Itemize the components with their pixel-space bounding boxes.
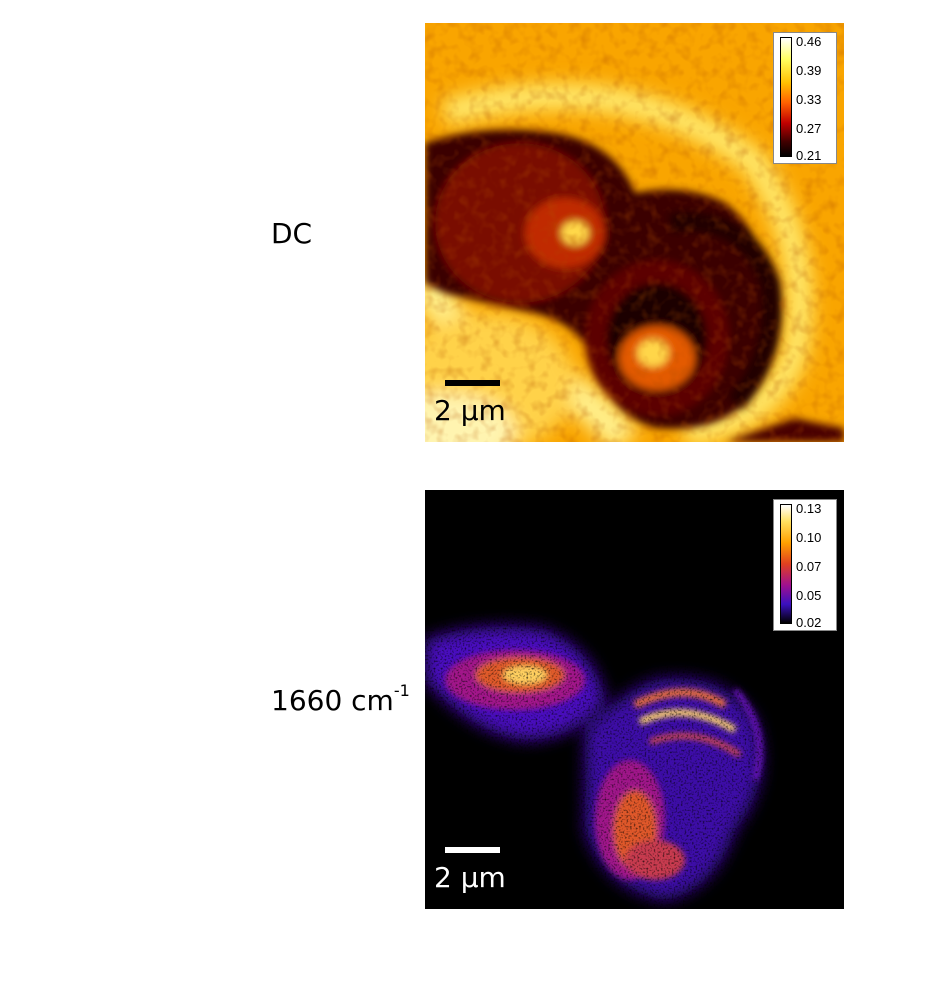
raman-scale-label: 2 µm — [434, 861, 506, 894]
dc-colorbar-tick: 0.33 — [796, 92, 822, 107]
row-label-superscript: -1 — [393, 680, 410, 700]
dc-colorbar-tick: 0.27 — [796, 121, 822, 136]
raman-scale-bar — [445, 847, 500, 853]
raman-colorbar-tick: 0.13 — [796, 501, 822, 516]
dc-image-panel: 0.46 0.39 0.33 0.27 0.21 2 µm — [425, 23, 844, 442]
row-label-text: 1660 cm — [271, 684, 394, 717]
raman-colorbar-tick: 0.10 — [796, 530, 822, 545]
raman-1660-image-panel: 0.13 0.10 0.07 0.05 0.02 2 µm — [425, 490, 844, 909]
raman-colorbar-tick: 0.05 — [796, 588, 822, 603]
dc-colorbar: 0.46 0.39 0.33 0.27 0.21 — [773, 32, 837, 164]
dc-colorbar-tick: 0.39 — [796, 63, 822, 78]
dc-colorbar-gradient — [780, 37, 792, 157]
raman-colorbar-gradient — [780, 504, 792, 624]
dc-colorbar-tick: 0.21 — [796, 148, 822, 163]
row-label-1660: 1660 cm-1 — [271, 680, 410, 717]
dc-scale-bar — [445, 380, 500, 386]
row-label-dc: DC — [271, 217, 312, 250]
raman-colorbar-tick: 0.02 — [796, 615, 822, 630]
dc-colorbar-tick: 0.46 — [796, 34, 822, 49]
raman-colorbar-tick: 0.07 — [796, 559, 822, 574]
row-label-text: DC — [271, 217, 313, 250]
dc-scale-label: 2 µm — [434, 394, 506, 427]
raman-colorbar: 0.13 0.10 0.07 0.05 0.02 — [773, 499, 837, 631]
